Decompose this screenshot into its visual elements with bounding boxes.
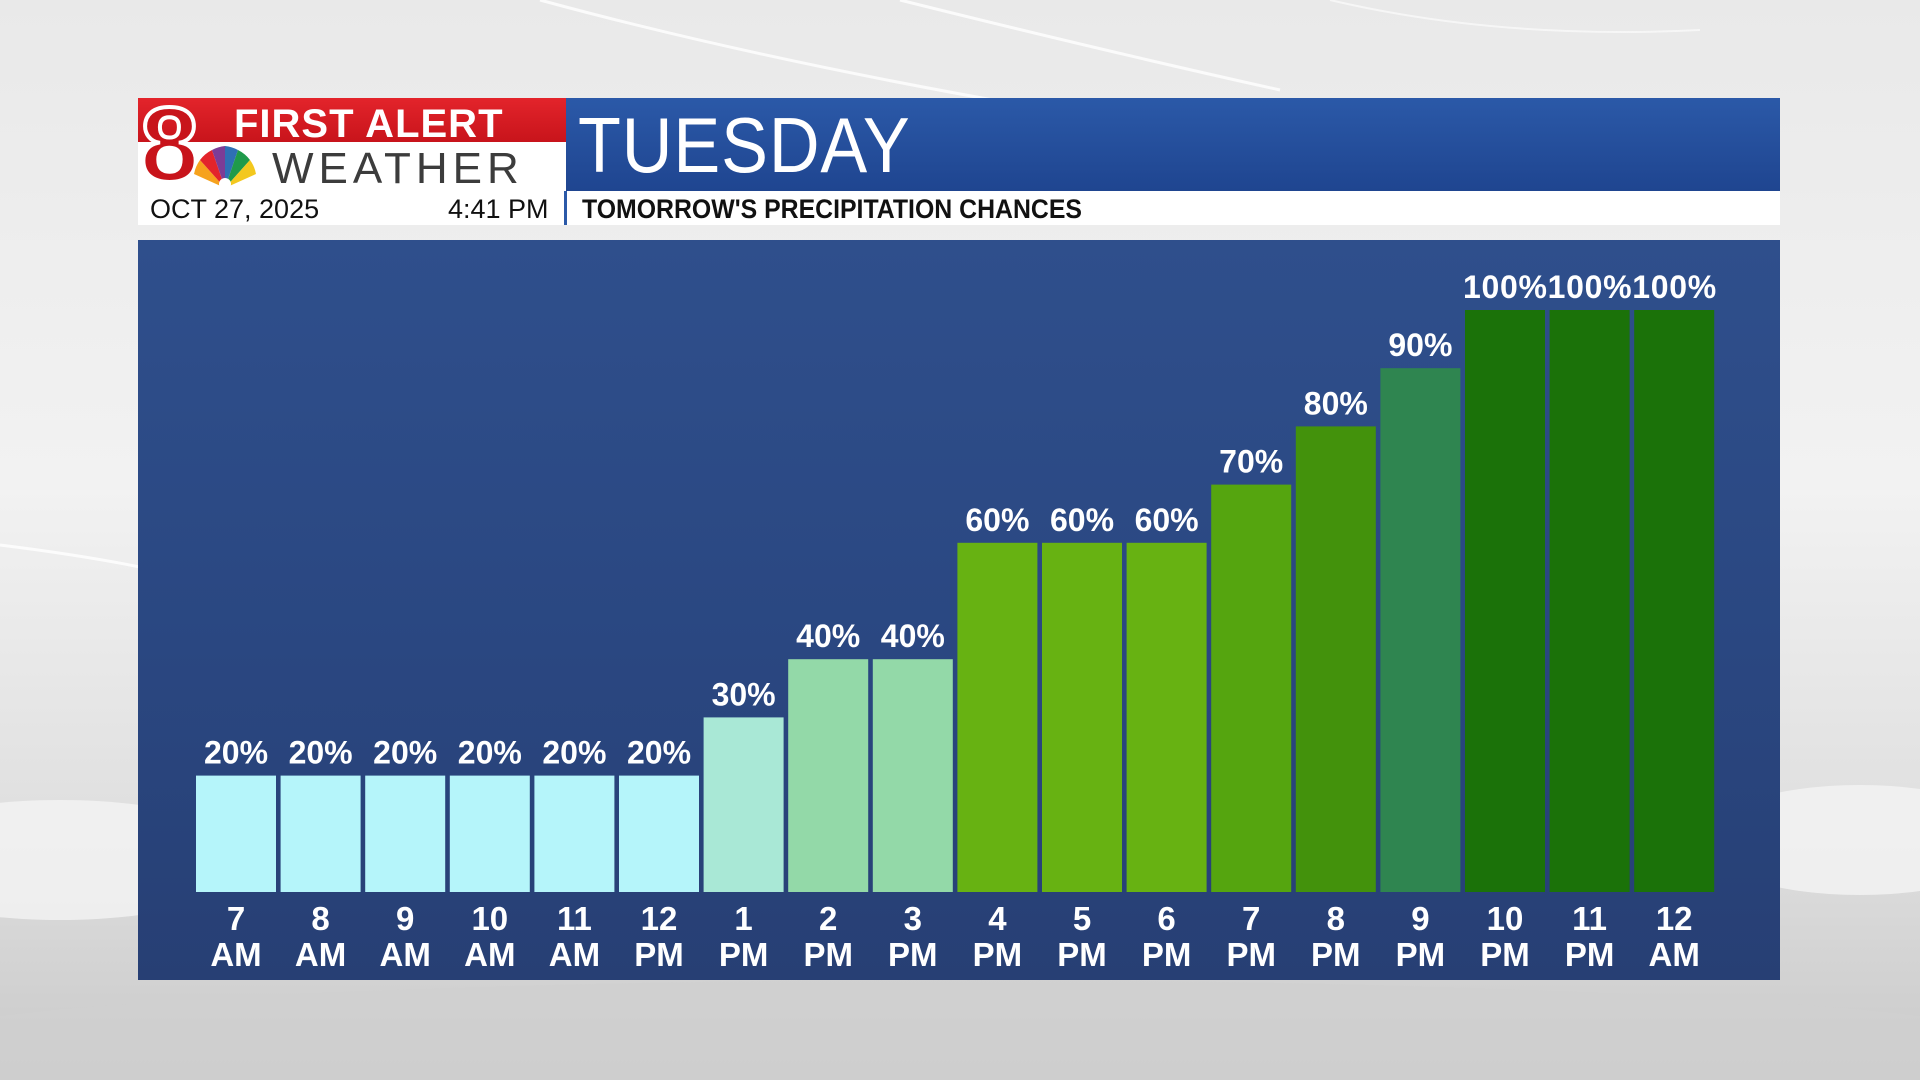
- bar-13: [1295, 426, 1376, 892]
- x-tick-label-3-hour: 10: [471, 900, 508, 937]
- value-label-4: 20%: [542, 735, 606, 771]
- x-tick-label-10-period: PM: [1057, 936, 1107, 973]
- value-label-14: 90%: [1388, 327, 1452, 363]
- bar-16: [1549, 310, 1630, 892]
- x-tick-label-5-hour: 12: [641, 900, 678, 937]
- info-divider: [564, 191, 567, 225]
- bar-6: [703, 717, 784, 892]
- bar-7: [788, 659, 869, 892]
- x-tick-label-3-period: AM: [464, 936, 515, 973]
- x-tick-label-0-hour: 7: [227, 900, 245, 937]
- page-title: TUESDAY: [578, 101, 911, 189]
- bar-15: [1465, 310, 1545, 892]
- value-label-9: 60%: [965, 502, 1029, 538]
- logo-red-band: [138, 98, 566, 142]
- bar-10: [1042, 542, 1122, 892]
- time-label: 4:41 PM: [448, 194, 549, 224]
- x-tick-label-1-hour: 8: [311, 900, 329, 937]
- logo-first-alert: FIRST ALERT: [234, 102, 504, 146]
- chart-subtitle: TOMORROW'S PRECIPITATION CHANCES: [582, 194, 1082, 224]
- bar-9: [957, 542, 1038, 892]
- logo-number: 8: [140, 98, 199, 191]
- value-label-0: 20%: [204, 735, 268, 771]
- x-tick-label-2-hour: 9: [396, 900, 414, 937]
- bar-14: [1380, 368, 1461, 892]
- date-label: OCT 27, 2025: [150, 194, 320, 224]
- x-tick-label-13-hour: 8: [1327, 900, 1345, 937]
- value-label-12: 70%: [1219, 444, 1283, 480]
- x-tick-label-9-hour: 4: [988, 900, 1007, 937]
- x-tick-label-2-period: AM: [380, 936, 431, 973]
- chart-panel: 20% 7 AM 20% 8 AM 20% 9 AM 20% 10 AM 20% 11 AM 20% 12 PM 3…: [138, 240, 1780, 980]
- station-logo: 8 8 FIRST ALERT WEATHER: [138, 98, 566, 191]
- value-label-5: 20%: [627, 735, 691, 771]
- bar-5: [619, 775, 699, 892]
- bar-11: [1126, 542, 1207, 892]
- x-tick-label-4-hour: 11: [557, 900, 592, 937]
- x-tick-label-16-hour: 11: [1572, 900, 1607, 937]
- logo-weather: WEATHER: [272, 144, 524, 191]
- x-tick-label-7-period: PM: [803, 936, 853, 973]
- bar-0: [196, 775, 276, 892]
- x-tick-label-6-hour: 1: [734, 900, 752, 937]
- x-tick-label-14-hour: 9: [1411, 900, 1429, 937]
- value-label-15: 100%: [1463, 269, 1547, 305]
- precipitation-bar-chart: 20%7AM20%8AM20%9AM20%10AM20%11AM20%12PM3…: [196, 269, 1716, 973]
- x-tick-label-10-hour: 5: [1073, 900, 1091, 937]
- logo-number-outline: 8: [138, 98, 201, 191]
- value-label-16: 100%: [1548, 269, 1632, 305]
- x-tick-label-8-hour: 3: [904, 900, 922, 937]
- x-tick-label-1-period: AM: [295, 936, 346, 973]
- x-tick-label-8-period: PM: [888, 936, 938, 973]
- x-tick-label-15-period: PM: [1480, 936, 1530, 973]
- bar-17: [1634, 310, 1715, 892]
- x-tick-label-7-hour: 2: [819, 900, 837, 937]
- x-tick-label-15-hour: 10: [1487, 900, 1524, 937]
- bar-4: [534, 775, 615, 892]
- x-tick-label-5-period: PM: [634, 936, 684, 973]
- x-tick-label-9-period: PM: [973, 936, 1023, 973]
- x-tick-label-11-hour: 6: [1157, 900, 1175, 937]
- title-bar: TUESDAY: [566, 98, 1780, 191]
- value-label-10: 60%: [1050, 502, 1114, 538]
- bar-1: [280, 775, 361, 892]
- value-label-17: 100%: [1632, 269, 1716, 305]
- value-label-13: 80%: [1304, 385, 1368, 421]
- x-tick-label-0-period: AM: [210, 936, 261, 973]
- value-label-3: 20%: [458, 735, 522, 771]
- x-tick-label-11-period: PM: [1142, 936, 1192, 973]
- bar-8: [872, 659, 953, 892]
- value-label-7: 40%: [796, 618, 860, 654]
- x-tick-label-16-period: PM: [1565, 936, 1615, 973]
- x-tick-label-4-period: AM: [549, 936, 600, 973]
- x-tick-label-6-period: PM: [719, 936, 769, 973]
- value-label-2: 20%: [373, 735, 437, 771]
- peacock-icon: [194, 146, 256, 190]
- x-tick-label-17-period: AM: [1649, 936, 1700, 973]
- x-tick-label-13-period: PM: [1311, 936, 1361, 973]
- value-label-1: 20%: [289, 735, 353, 771]
- bar-2: [365, 775, 446, 892]
- value-label-8: 40%: [881, 618, 945, 654]
- value-label-11: 60%: [1135, 502, 1199, 538]
- x-tick-label-12-hour: 7: [1242, 900, 1260, 937]
- info-bar: OCT 27, 2025 4:41 PM TOMORROW'S PRECIPIT…: [138, 191, 1780, 225]
- x-tick-label-12-period: PM: [1226, 936, 1276, 973]
- value-label-6: 30%: [712, 676, 776, 712]
- bar-3: [449, 775, 530, 892]
- x-tick-label-17-hour: 12: [1656, 900, 1693, 937]
- x-tick-label-14-period: PM: [1396, 936, 1446, 973]
- bar-12: [1211, 484, 1292, 892]
